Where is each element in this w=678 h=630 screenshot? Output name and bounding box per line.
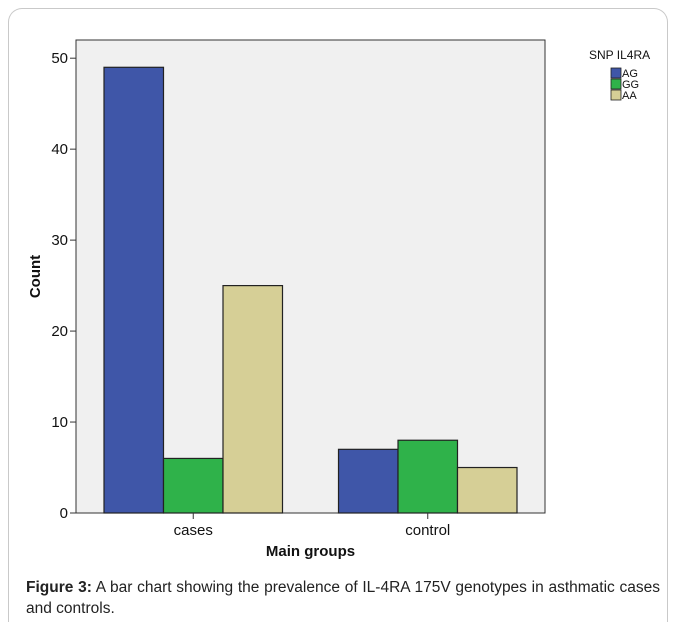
legend-label-AG: AG: [622, 68, 638, 80]
caption-label: Figure 3:: [26, 579, 92, 596]
x-axis: cases control: [174, 513, 450, 539]
y-tick-label: 50: [51, 50, 68, 67]
bar-control-AA: [456, 466, 518, 514]
legend-label-AA: AA: [622, 90, 637, 102]
y-tick-label: 40: [51, 141, 68, 158]
x-axis-label: Main groups: [266, 543, 355, 560]
bar-chart: 0 10 20 30 40 50 cases control Count Main grou…: [27, 39, 650, 560]
bar-cases-AA: [222, 284, 284, 514]
bar-cases-GG: [162, 457, 224, 514]
figure-frame: [8, 8, 668, 622]
y-tick-label: 30: [51, 232, 68, 249]
legend-swatch-AG: [610, 67, 622, 79]
legend-title: SNP IL4RA: [589, 48, 650, 62]
y-axis-label: Count: [27, 255, 44, 298]
y-axis: 0 10 20 30 40 50: [51, 50, 76, 522]
bars-group: [103, 66, 518, 514]
y-tick-label: 0: [60, 505, 68, 522]
bar-control-AG: [337, 448, 399, 514]
y-tick-label: 20: [51, 323, 68, 340]
figure-caption: Figure 3: A bar chart showing the preval…: [26, 577, 660, 619]
caption-text: A bar chart showing the prevalence of IL…: [26, 579, 660, 617]
bar-control-GG: [397, 439, 459, 514]
y-tick-label: 10: [51, 414, 68, 431]
legend-swatch-GG: [610, 78, 622, 90]
legend-swatch-AA: [610, 89, 622, 101]
x-tick-label: control: [405, 522, 450, 539]
bar-cases-AG: [103, 66, 165, 514]
x-tick-label: cases: [174, 522, 213, 539]
legend-label-GG: GG: [622, 79, 639, 91]
